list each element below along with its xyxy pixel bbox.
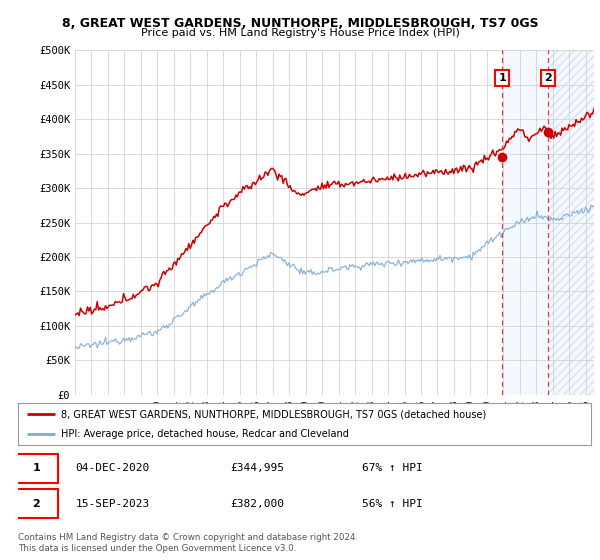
Text: 1: 1 bbox=[498, 73, 506, 83]
Text: 15-SEP-2023: 15-SEP-2023 bbox=[76, 499, 149, 508]
Text: 04-DEC-2020: 04-DEC-2020 bbox=[76, 464, 149, 473]
Text: £382,000: £382,000 bbox=[230, 499, 284, 508]
Text: 1: 1 bbox=[32, 464, 40, 473]
Text: 8, GREAT WEST GARDENS, NUNTHORPE, MIDDLESBROUGH, TS7 0GS: 8, GREAT WEST GARDENS, NUNTHORPE, MIDDLE… bbox=[62, 17, 538, 30]
Bar bbox=[548, 50, 594, 395]
Text: 8, GREAT WEST GARDENS, NUNTHORPE, MIDDLESBROUGH, TS7 0GS (detached house): 8, GREAT WEST GARDENS, NUNTHORPE, MIDDLE… bbox=[61, 409, 486, 419]
Text: 67% ↑ HPI: 67% ↑ HPI bbox=[362, 464, 422, 473]
Text: Contains HM Land Registry data © Crown copyright and database right 2024.
This d: Contains HM Land Registry data © Crown c… bbox=[18, 533, 358, 553]
Text: HPI: Average price, detached house, Redcar and Cleveland: HPI: Average price, detached house, Redc… bbox=[61, 430, 349, 439]
Bar bbox=[502, 50, 548, 395]
FancyBboxPatch shape bbox=[15, 454, 58, 483]
FancyBboxPatch shape bbox=[15, 489, 58, 518]
Text: 2: 2 bbox=[32, 499, 40, 508]
Text: 56% ↑ HPI: 56% ↑ HPI bbox=[362, 499, 422, 508]
Text: Price paid vs. HM Land Registry's House Price Index (HPI): Price paid vs. HM Land Registry's House … bbox=[140, 28, 460, 38]
Text: £344,995: £344,995 bbox=[230, 464, 284, 473]
Text: 2: 2 bbox=[544, 73, 552, 83]
